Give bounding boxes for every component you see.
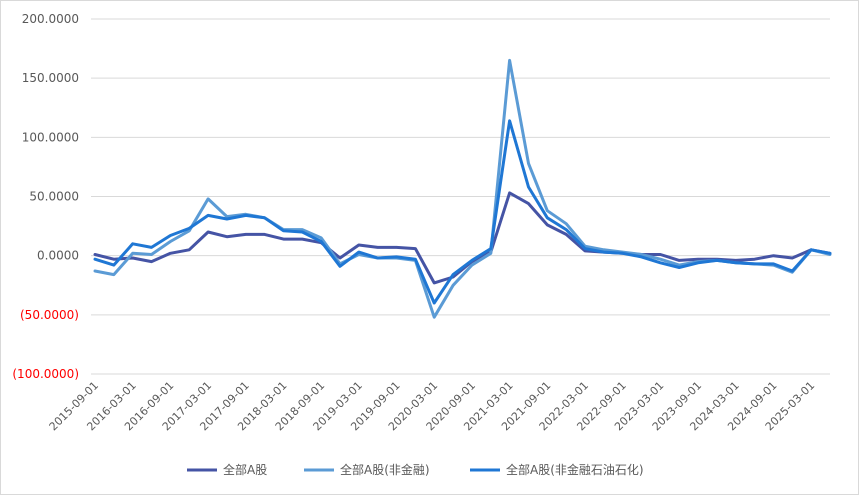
- y-tick-label: 150.0000: [22, 71, 79, 85]
- y-tick-label: (50.0000): [20, 308, 79, 322]
- y-tick-label: 0.0000: [37, 249, 79, 263]
- y-tick-label: 50.0000: [29, 190, 79, 204]
- y-axis-ticks: 200.0000 150.0000 100.0000 50.0000 0.0000 (50…: [12, 12, 79, 381]
- legend-label-1: 全部A股: [223, 462, 267, 477]
- series-line-2: [93, 58, 832, 319]
- series-line-3: [93, 119, 832, 305]
- legend: 全部A股 全部A股(非金融) 全部A股(非金融石油石化): [187, 462, 644, 477]
- y-tick-label: 100.0000: [22, 130, 79, 144]
- grid-lines: [91, 18, 830, 375]
- y-tick-label: (100.0000): [12, 367, 79, 381]
- y-tick-label: 200.0000: [22, 12, 79, 26]
- legend-label-3: 全部A股(非金融石油石化): [506, 462, 644, 477]
- legend-label-2: 全部A股(非金融): [340, 462, 430, 477]
- x-axis-ticks: 2015-09-012016-03-012016-09-012017-03-01…: [47, 379, 818, 433]
- series-lines: [93, 58, 832, 319]
